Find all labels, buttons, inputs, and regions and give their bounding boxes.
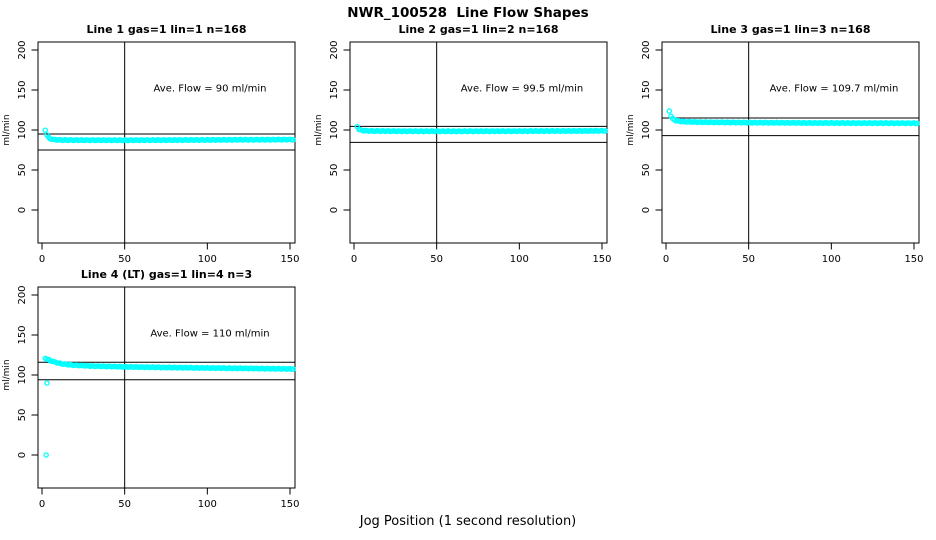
data-point	[290, 136, 297, 143]
y-tick-label: 0	[329, 207, 340, 213]
chart-line-3: Line 3 gas=1 lin=3 n=168 0 50 100 150 200 ml/m…	[626, 23, 924, 265]
axes	[31, 41, 296, 250]
chart-line-2: Line 2 gas=1 lin=2 n=168 0 50 100 150 200 ml/m…	[314, 23, 612, 265]
x-tick-label: 50	[118, 254, 131, 265]
panel-title: Line 1 gas=1 lin=1 n=168	[86, 23, 246, 36]
data-point	[290, 366, 297, 372]
x-tick-label: 50	[742, 254, 755, 265]
y-tick-label: 100	[641, 120, 652, 139]
x-tick-label: 100	[198, 499, 217, 510]
x-tick-label: 100	[198, 254, 217, 265]
outlier-point	[43, 452, 49, 458]
y-tick-label: 150	[17, 325, 28, 344]
data-point	[602, 128, 609, 134]
y-tick-label: 100	[17, 365, 28, 384]
panel-line-4: Line 4 (LT) gas=1 lin=4 n=3 0 50 100 150 200 m…	[0, 265, 312, 510]
y-axis-unit-label: ml/min	[314, 114, 324, 145]
y-tick-label: 0	[17, 207, 28, 213]
y-tick-label: 0	[17, 452, 28, 458]
data-points	[42, 355, 297, 458]
x-axis-label: Jog Position (1 second resolution)	[359, 514, 577, 529]
data-point	[666, 108, 673, 114]
data-point	[914, 120, 921, 127]
data-points	[354, 123, 609, 135]
y-tick-label: 50	[17, 409, 28, 422]
ave-flow-annotation: Ave. Flow = 90 ml/min	[154, 84, 267, 95]
y-tick-label: 200	[329, 40, 340, 59]
y-tick-label: 150	[17, 80, 28, 99]
y-tick-label: 150	[329, 80, 340, 99]
axes	[655, 41, 920, 250]
y-tick-label: 50	[17, 164, 28, 177]
data-points	[666, 108, 921, 127]
x-tick-label: 0	[663, 254, 669, 265]
y-tick-label: 50	[641, 164, 652, 177]
x-tick-label: 150	[592, 254, 611, 265]
ave-flow-annotation: Ave. Flow = 99.5 ml/min	[461, 84, 583, 95]
main-title: NWR_100528 Line Flow Shapes	[347, 5, 589, 21]
y-tick-label: 200	[641, 40, 652, 59]
panel-title: Line 2 gas=1 lin=2 n=168	[398, 23, 558, 36]
y-tick-label: 200	[17, 40, 28, 59]
y-axis-unit-label: ml/min	[2, 359, 12, 390]
x-tick-label: 100	[510, 254, 529, 265]
axes	[31, 286, 296, 495]
x-tick-label: 50	[118, 499, 131, 510]
y-tick-label: 100	[17, 120, 28, 139]
x-tick-label: 0	[39, 254, 45, 265]
axes	[343, 41, 608, 250]
x-tick-label: 100	[822, 254, 841, 265]
x-tick-label: 150	[280, 254, 299, 265]
y-axis-unit-label: ml/min	[2, 114, 12, 145]
y-tick-label: 200	[17, 285, 28, 304]
y-axis-unit-label: ml/min	[626, 114, 636, 145]
data-points	[42, 127, 297, 144]
x-tick-label: 50	[430, 254, 443, 265]
x-tick-label: 150	[904, 254, 923, 265]
y-tick-label: 50	[329, 164, 340, 177]
data-point	[42, 127, 49, 133]
ave-flow-annotation: Ave. Flow = 109.7 ml/min	[770, 84, 899, 95]
y-tick-label: 100	[329, 120, 340, 139]
panel-line-1: Line 1 gas=1 lin=1 n=168 0 50 100 150 200 ml/m…	[0, 20, 312, 265]
panel-line-3: Line 3 gas=1 lin=3 n=168 0 50 100 150 200 ml/m…	[624, 20, 936, 265]
y-tick-label: 150	[641, 80, 652, 99]
panel-title: Line 3 gas=1 lin=3 n=168	[710, 23, 870, 36]
x-tick-label: 150	[280, 499, 299, 510]
chart-line-4: Line 4 (LT) gas=1 lin=4 n=3 0 50 100 150 200 m…	[2, 268, 300, 510]
y-tick-label: 0	[641, 207, 652, 213]
panel-title: Line 4 (LT) gas=1 lin=4 n=3	[81, 268, 252, 281]
x-tick-label: 0	[39, 499, 45, 510]
chart-line-1: Line 1 gas=1 lin=1 n=168 0 50 100 150 200 ml/m…	[2, 23, 300, 265]
panel-line-2: Line 2 gas=1 lin=2 n=168 0 50 100 150 200 ml/m…	[312, 20, 624, 265]
ave-flow-annotation: Ave. Flow = 110 ml/min	[150, 329, 269, 340]
x-tick-label: 0	[351, 254, 357, 265]
outlier-point	[44, 380, 50, 386]
